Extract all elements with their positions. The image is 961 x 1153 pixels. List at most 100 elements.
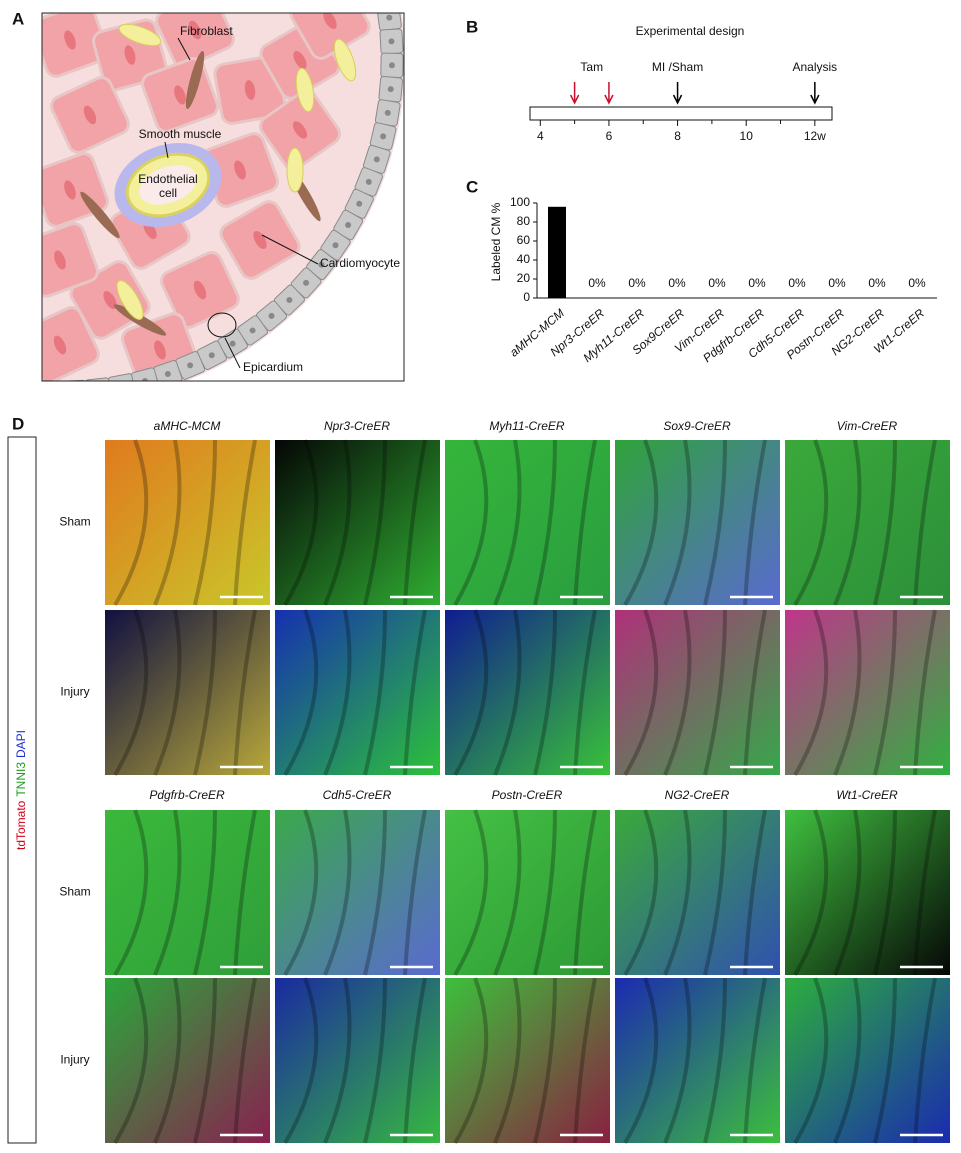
tissue-streak bbox=[323, 439, 352, 606]
tissue-streak bbox=[493, 609, 522, 776]
epicardial-nucleus bbox=[345, 221, 352, 228]
nucleus bbox=[174, 85, 186, 105]
panel-label: D bbox=[12, 414, 24, 433]
micrographs: tdTomato TNNI3 DAPI aMHC-MCM Npr3-CreER Myh11… bbox=[7, 419, 950, 1145]
tissue-streak bbox=[283, 439, 319, 607]
tissue-streak bbox=[833, 439, 862, 606]
micrograph bbox=[275, 810, 440, 975]
column-title: Sox9-CreER bbox=[663, 419, 731, 433]
epicardial-nucleus bbox=[286, 297, 293, 304]
nucleus bbox=[292, 121, 308, 139]
leader-line bbox=[177, 37, 191, 61]
tissue-streak bbox=[623, 609, 659, 777]
nucleus bbox=[154, 340, 166, 360]
micrograph bbox=[615, 978, 780, 1143]
nucleus bbox=[54, 250, 66, 270]
tick-label: 4 bbox=[537, 129, 544, 143]
tissue-streak bbox=[323, 977, 352, 1144]
column-title: NG2-CreER bbox=[665, 788, 730, 802]
cardiomyocyte-cell bbox=[160, 251, 240, 329]
tissue-streak bbox=[283, 609, 319, 777]
stain-name: DAPI bbox=[14, 730, 28, 758]
tissue-streak bbox=[793, 609, 829, 777]
epicardial-nucleus bbox=[187, 362, 194, 369]
tissue-streak bbox=[873, 809, 897, 976]
row-label: Injury bbox=[60, 685, 89, 699]
micrograph bbox=[615, 610, 780, 775]
row-label: Sham bbox=[59, 515, 90, 529]
column-title: Myh11-CreER bbox=[489, 419, 564, 433]
tissue-streak bbox=[663, 977, 692, 1144]
tissue-streak bbox=[533, 439, 557, 606]
tissue-streak bbox=[493, 809, 522, 976]
yellow-cell bbox=[295, 67, 315, 113]
value-label: 0% bbox=[708, 276, 726, 290]
event-label: Analysis bbox=[792, 60, 837, 74]
nucleus bbox=[64, 180, 76, 200]
epicardial-nucleus bbox=[164, 371, 171, 378]
tissue-streak bbox=[283, 809, 319, 977]
nucleus bbox=[188, 20, 202, 40]
nucleus bbox=[244, 80, 256, 100]
tissue-streak bbox=[283, 977, 319, 1145]
panel-label: A bbox=[12, 9, 24, 28]
epicardial-nucleus bbox=[249, 327, 256, 334]
epicardial-nucleus bbox=[365, 178, 372, 185]
leader-line bbox=[164, 141, 169, 159]
epicardial-nucleus bbox=[141, 377, 148, 381]
epicardial-nucleus bbox=[71, 389, 77, 395]
event-label: MI /Sham bbox=[652, 60, 703, 74]
nucleus bbox=[64, 30, 76, 50]
tissue-streak bbox=[573, 977, 597, 1144]
epicardial-nucleus bbox=[380, 133, 387, 140]
nucleus bbox=[234, 160, 246, 180]
epicardial-nucleus bbox=[303, 279, 310, 286]
tissue-streak bbox=[743, 977, 767, 1144]
cell-label: Cardiomyocyte bbox=[320, 256, 400, 270]
epicardial-nucleus bbox=[47, 389, 53, 395]
micrograph bbox=[445, 810, 610, 975]
tissue-streak bbox=[703, 809, 727, 976]
cardiomyocyte-cell bbox=[155, 13, 235, 69]
column-title: Postn-CreER bbox=[492, 788, 563, 802]
row-label: Injury bbox=[60, 1053, 89, 1067]
tissue-streak bbox=[193, 977, 217, 1144]
value-label: 0% bbox=[868, 276, 886, 290]
tissue-streak bbox=[833, 809, 862, 976]
tissue-streak bbox=[323, 609, 352, 776]
column-title: Wt1-CreER bbox=[836, 788, 898, 802]
epicardial-nucleus bbox=[208, 352, 215, 359]
epicardial-nucleus bbox=[384, 109, 391, 116]
panel-label: B bbox=[466, 17, 478, 36]
bar bbox=[548, 206, 566, 298]
tissue-streak bbox=[403, 977, 427, 1144]
panel-label: C bbox=[466, 177, 478, 196]
epicardial-nucleus bbox=[332, 242, 339, 249]
micrograph bbox=[785, 810, 950, 975]
tissue-streak bbox=[453, 439, 489, 607]
tissue-streak bbox=[913, 609, 937, 776]
tissue-streak bbox=[153, 977, 182, 1144]
tissue-streak bbox=[233, 809, 257, 976]
tissue-streak bbox=[663, 609, 692, 776]
tissue-streak bbox=[453, 977, 489, 1145]
stain-label: tdTomato TNNI3 DAPI bbox=[14, 730, 28, 850]
epicardial-nucleus bbox=[119, 383, 125, 389]
tissue-streak bbox=[403, 609, 427, 776]
epicardial-nucleus bbox=[387, 86, 394, 93]
tissue-streak bbox=[193, 809, 217, 976]
y-tick-label: 100 bbox=[510, 195, 530, 209]
value-label: 0% bbox=[748, 276, 766, 290]
outside bbox=[42, 13, 404, 381]
fibroblast-cell bbox=[185, 50, 205, 110]
micrograph bbox=[445, 978, 610, 1143]
tissue-streak bbox=[363, 977, 387, 1144]
tissue-streak bbox=[533, 809, 557, 976]
tissue-streak bbox=[623, 439, 659, 607]
tissue-streak bbox=[913, 977, 937, 1144]
nucleus bbox=[53, 335, 67, 355]
cardiomyocyte-cell bbox=[42, 222, 100, 298]
micrograph bbox=[275, 978, 440, 1143]
timeline: Experimental design 4 6 8 10 12w Tam MI /Sham An… bbox=[529, 24, 837, 143]
